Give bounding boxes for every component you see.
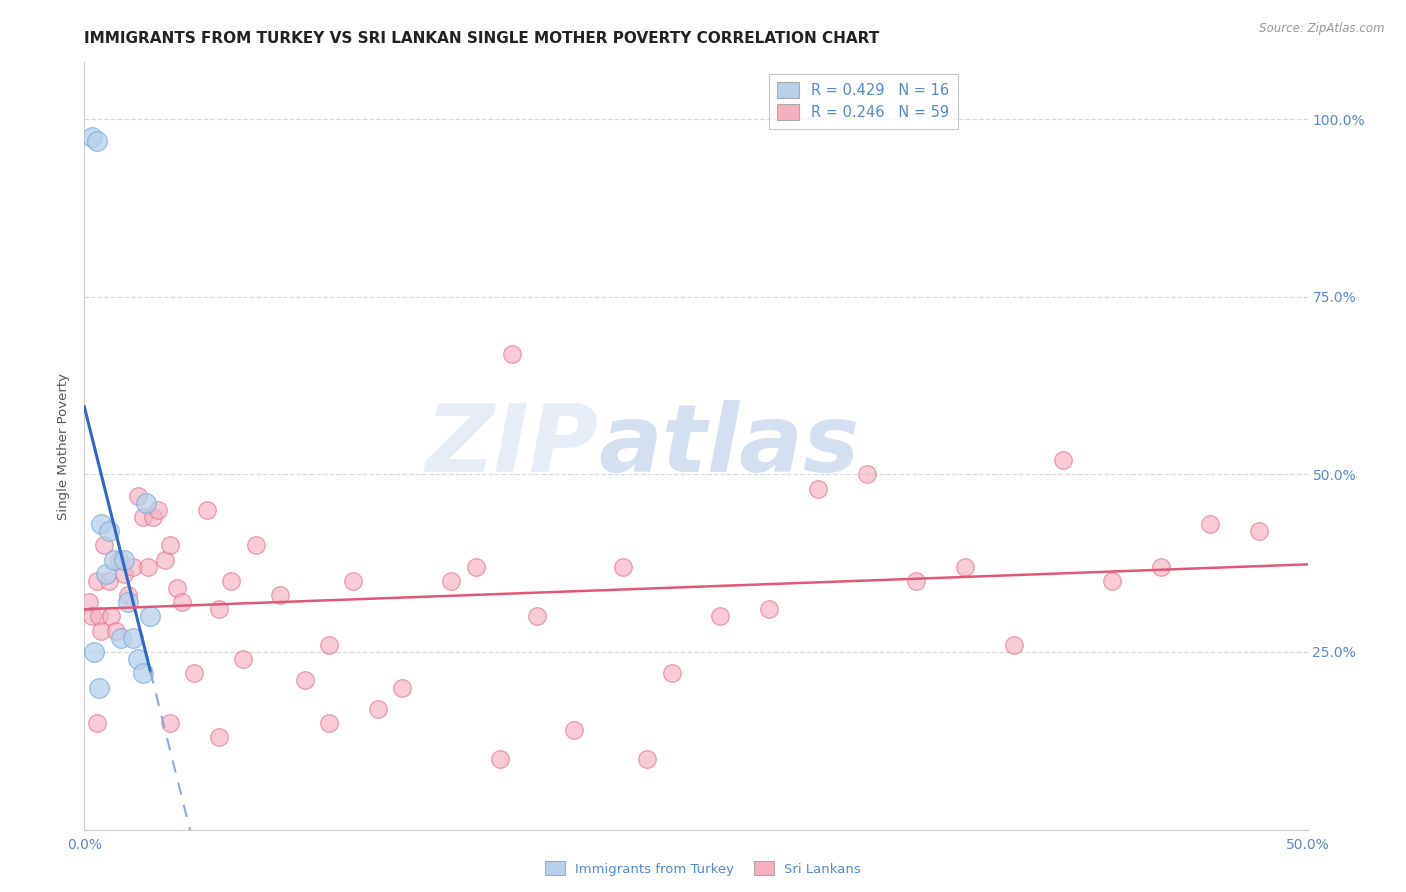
Point (342, 574, 364, 588)
Point (112, 552, 135, 566)
Point (86, 134, 108, 148)
Point (83, 645, 105, 659)
Point (132, 510, 155, 524)
Point (391, 681, 413, 695)
Legend: R = 0.429   N = 16, R = 0.246   N = 59: R = 0.429 N = 16, R = 0.246 N = 59 (769, 73, 957, 128)
Point (90, 624, 112, 638)
Point (758, 602, 780, 616)
Point (159, 716, 181, 731)
Point (318, 716, 340, 731)
Legend: Immigrants from Turkey, Sri Lankans: Immigrants from Turkey, Sri Lankans (540, 856, 866, 881)
Text: IMMIGRANTS FROM TURKEY VS SRI LANKAN SINGLE MOTHER POVERTY CORRELATION CHART: IMMIGRANTS FROM TURKEY VS SRI LANKAN SIN… (84, 31, 880, 46)
Point (96, 566, 118, 581)
Point (709, 609, 731, 624)
Point (166, 581, 188, 595)
Point (146, 503, 169, 517)
Point (112, 566, 135, 581)
Point (636, 751, 658, 765)
Point (1247, 524, 1270, 539)
Point (132, 666, 155, 681)
Point (122, 559, 145, 574)
Point (612, 559, 634, 574)
Point (856, 467, 879, 482)
Point (105, 624, 128, 638)
Point (80, 609, 103, 624)
Point (1101, 574, 1123, 588)
Point (107, 552, 129, 566)
Point (136, 559, 159, 574)
Point (562, 723, 585, 738)
Point (661, 666, 683, 681)
Point (208, 730, 231, 744)
Point (86, 574, 108, 588)
Point (526, 609, 548, 624)
Point (953, 559, 976, 574)
Point (1052, 453, 1074, 467)
Point (1198, 517, 1220, 532)
Point (127, 652, 149, 666)
Point (127, 489, 149, 503)
Point (93, 538, 115, 552)
Text: ZIP: ZIP (425, 400, 598, 492)
Point (117, 588, 139, 602)
Point (367, 702, 389, 716)
Point (153, 552, 176, 566)
Point (87, 609, 110, 624)
Point (100, 609, 122, 624)
Point (86, 716, 108, 731)
Point (122, 631, 145, 645)
Point (232, 652, 254, 666)
Point (1150, 559, 1173, 574)
Point (219, 574, 242, 588)
Point (97, 524, 120, 539)
Point (142, 510, 165, 524)
Point (80, 130, 103, 145)
Point (135, 496, 157, 510)
Point (208, 602, 231, 616)
Point (87, 681, 110, 695)
Point (502, 346, 524, 360)
Point (97, 574, 120, 588)
Point (1002, 638, 1025, 652)
Point (117, 595, 139, 609)
Y-axis label: Single Mother Poverty: Single Mother Poverty (58, 373, 70, 519)
Point (183, 666, 205, 681)
Point (269, 588, 291, 602)
Point (318, 638, 340, 652)
Point (807, 482, 830, 496)
Point (464, 559, 486, 574)
Point (103, 552, 125, 566)
Point (90, 517, 112, 532)
Point (440, 574, 463, 588)
Point (77, 595, 100, 609)
Point (245, 538, 267, 552)
Point (110, 631, 132, 645)
Text: Source: ZipAtlas.com: Source: ZipAtlas.com (1260, 22, 1385, 36)
Point (294, 673, 316, 688)
Point (139, 609, 162, 624)
Point (159, 538, 181, 552)
Text: atlas: atlas (598, 400, 859, 492)
Point (172, 595, 194, 609)
Point (905, 574, 928, 588)
Point (489, 751, 512, 765)
Point (195, 503, 218, 517)
